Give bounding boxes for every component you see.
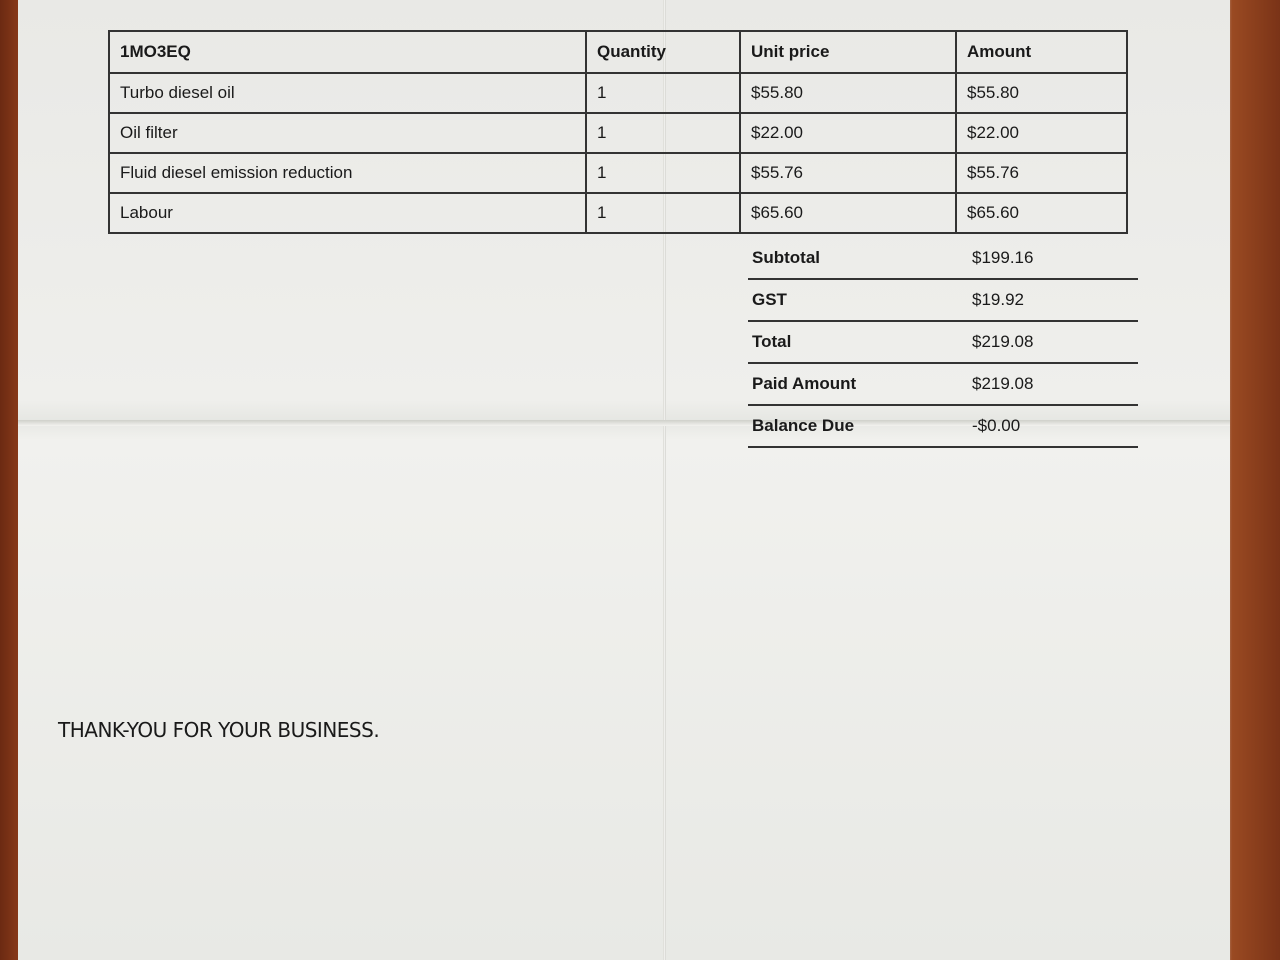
thank-you-message: THANK-YOU FOR YOUR BUSINESS.: [58, 718, 380, 742]
summary-value: $19.92: [972, 290, 1024, 309]
summary-value: $219.08: [972, 374, 1034, 393]
summary-value: $219.08: [972, 332, 1034, 351]
item-unit-price: $55.80: [739, 72, 957, 114]
header-amount: Amount: [955, 30, 1128, 74]
summary-label: GST: [752, 290, 787, 309]
header-unit-price: Unit price: [739, 30, 957, 74]
item-quantity: 1: [585, 112, 741, 154]
line-items-table: 1MO3EQ Quantity Unit price Amount Turbo …: [108, 30, 1128, 234]
summary-value: $199.16: [972, 248, 1034, 267]
totals-summary: Subtotal $199.16 GST $19.92 Total $219.0…: [748, 238, 1138, 448]
summary-label: Balance Due: [752, 416, 855, 435]
table-row: Turbo diesel oil 1 $55.80 $55.80: [108, 72, 1128, 114]
item-description: Turbo diesel oil: [108, 72, 587, 114]
item-description: Fluid diesel emission reduction: [108, 152, 587, 194]
table-row: Fluid diesel emission reduction 1 $55.76…: [108, 152, 1128, 194]
summary-label: Paid Amount: [752, 374, 857, 393]
item-quantity: 1: [585, 152, 741, 194]
item-amount: $65.60: [955, 192, 1128, 234]
table-header-row: 1MO3EQ Quantity Unit price Amount: [108, 30, 1128, 74]
subtotal-row: Subtotal $199.16: [748, 238, 1138, 280]
item-amount: $55.80: [955, 72, 1128, 114]
total-row: Total $219.08: [748, 322, 1138, 364]
item-quantity: 1: [585, 72, 741, 114]
fold-line-vertical: [663, 0, 666, 960]
summary-label: Subtotal: [752, 248, 820, 267]
summary-label: Total: [752, 332, 792, 351]
header-quantity: Quantity: [585, 30, 741, 74]
gst-row: GST $19.92: [748, 280, 1138, 322]
item-quantity: 1: [585, 192, 741, 234]
header-invoice-code: 1MO3EQ: [108, 30, 587, 74]
paid-amount-row: Paid Amount $219.08: [748, 364, 1138, 406]
table-row: Labour 1 $65.60 $65.60: [108, 192, 1128, 234]
table-row: Oil filter 1 $22.00 $22.00: [108, 112, 1128, 154]
item-description: Labour: [108, 192, 587, 234]
item-amount: $22.00: [955, 112, 1128, 154]
item-unit-price: $55.76: [739, 152, 957, 194]
summary-value: -$0.00: [972, 416, 1021, 435]
fold-line-horizontal: [18, 420, 1230, 426]
item-description: Oil filter: [108, 112, 587, 154]
item-amount: $55.76: [955, 152, 1128, 194]
balance-due-row: Balance Due -$0.00: [748, 406, 1138, 448]
item-unit-price: $65.60: [739, 192, 957, 234]
item-unit-price: $22.00: [739, 112, 957, 154]
